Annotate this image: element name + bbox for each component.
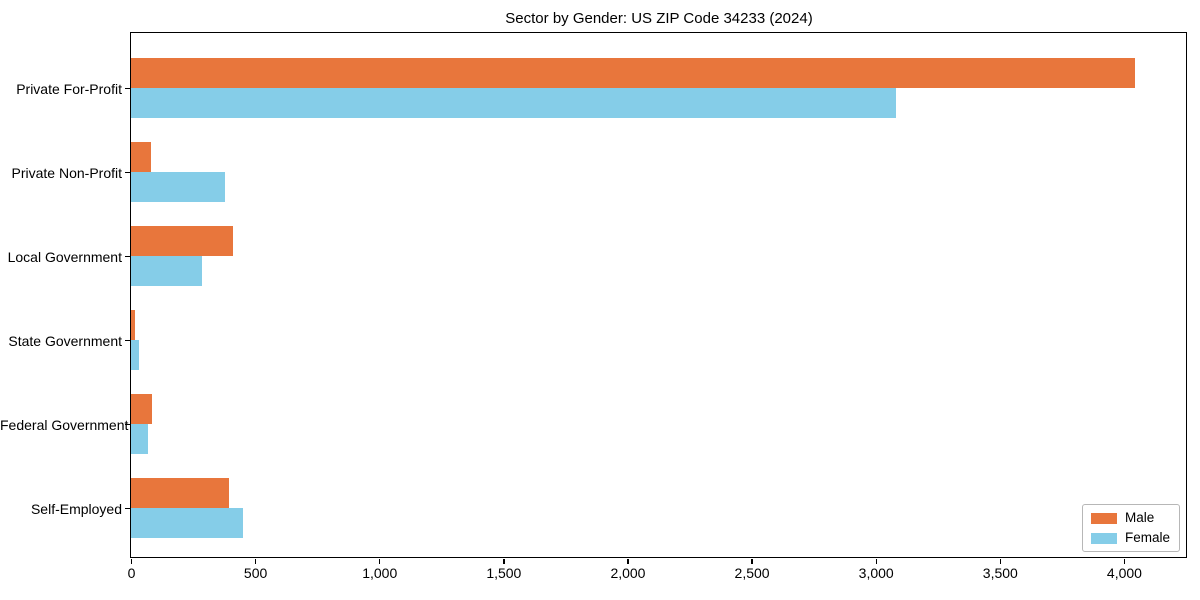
x-tick-mark [1123, 559, 1126, 564]
x-tick-label: 3,000 [858, 565, 894, 581]
x-tick-label: 4,000 [1106, 565, 1142, 581]
bar-female-state-government [131, 340, 140, 370]
bar-male-self-employed [131, 478, 230, 508]
x-tick-mark [503, 559, 505, 564]
y-label-self-employed: Self-Employed [30, 500, 122, 517]
x-tick-label: 2,000 [610, 565, 646, 581]
y-label-private-non-profit: Private Non-Profit [11, 164, 122, 181]
bar-female-private-non-profit [131, 172, 226, 202]
bar-male-local-government [131, 226, 233, 256]
legend-swatch-female [1090, 532, 1117, 544]
y-tick-mark [125, 255, 131, 258]
x-tick-mark [875, 559, 877, 564]
x-tick-label: 1,000 [362, 565, 398, 581]
y-tick-mark [125, 507, 131, 510]
bar-male-state-government [131, 310, 135, 340]
x-tick-mark [130, 559, 133, 564]
x-tick-label: 3,500 [982, 565, 1018, 581]
x-tick-mark [627, 559, 629, 564]
bar-female-self-employed [131, 508, 243, 538]
bar-female-local-government [131, 256, 203, 286]
legend-item-female: Female [1090, 530, 1170, 545]
x-tick-label: 1,500 [486, 565, 522, 581]
chart-title: Sector by Gender: US ZIP Code 34233 (202… [505, 10, 813, 27]
y-tick-mark [125, 423, 131, 426]
x-tick-label: 2,500 [734, 565, 770, 581]
bar-male-federal-government [131, 394, 153, 424]
y-tick-mark [125, 339, 131, 342]
legend-label: Male [1124, 510, 1155, 525]
x-tick-mark [254, 559, 257, 564]
y-label-local-government: Local Government [7, 248, 122, 265]
y-label-state-government: State Government [8, 332, 122, 349]
legend-item-male: Male [1090, 510, 1170, 525]
y-label-private-for-profit: Private For-Profit [16, 80, 122, 97]
y-tick-mark [125, 87, 131, 90]
y-label-federal-government: Federal Government [0, 416, 129, 433]
x-tick-mark [751, 559, 753, 564]
plot-area: Male Female [130, 32, 1187, 558]
y-tick-mark [125, 171, 131, 174]
x-tick-mark [379, 559, 381, 564]
x-tick-mark [999, 559, 1001, 564]
bar-female-private-for-profit [131, 88, 896, 118]
legend: Male Female [1081, 504, 1180, 552]
x-tick-label: 0 [127, 565, 136, 581]
legend-swatch-male [1090, 512, 1117, 524]
x-tick-label: 500 [243, 565, 268, 581]
bar-female-federal-government [131, 424, 148, 454]
bar-male-private-for-profit [131, 58, 1136, 88]
bar-male-private-non-profit [131, 142, 151, 172]
legend-label: Female [1124, 530, 1170, 545]
